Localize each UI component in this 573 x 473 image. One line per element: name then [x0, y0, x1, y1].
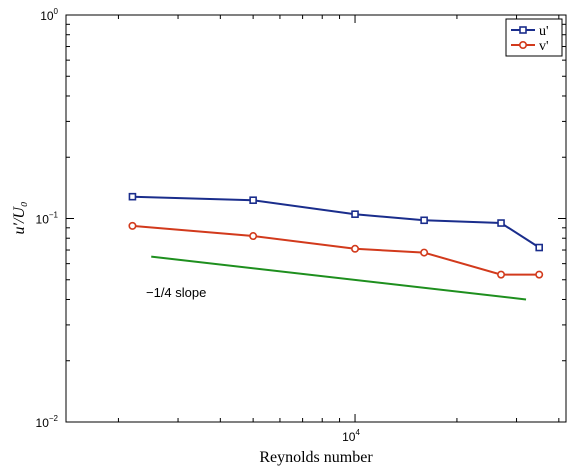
- series-line-1: [132, 195, 540, 249]
- data-point-series-1: [128, 192, 137, 201]
- data-point-series-2: [351, 244, 360, 253]
- series-line-2: [132, 224, 540, 276]
- legend-marker: [518, 40, 527, 49]
- legend-label: u': [539, 24, 549, 39]
- plot-area: [65, 14, 567, 423]
- series-layer: [128, 192, 544, 301]
- legend-marker: [519, 26, 527, 34]
- legend-label: v': [539, 39, 549, 54]
- x-axis-label: Reynolds number: [259, 449, 373, 466]
- data-point-series-2: [535, 270, 544, 279]
- data-point-series-2: [128, 221, 137, 230]
- reference-line: [151, 255, 527, 301]
- legend-box: [505, 18, 563, 57]
- data-point-series-2: [249, 232, 258, 241]
- y-tick-label: 10−1: [36, 211, 59, 227]
- x-tick-label: 104: [342, 428, 360, 444]
- data-point-series-1: [351, 210, 359, 218]
- y-tick-label: 10−2: [36, 414, 59, 430]
- slope-annotation: −1/4 slope: [146, 285, 206, 300]
- data-point-series-1: [420, 216, 428, 225]
- data-point-series-1: [535, 243, 543, 252]
- legend: u'v': [505, 18, 563, 57]
- data-point-series-1: [497, 219, 505, 227]
- y-tick-label: 100: [40, 7, 58, 23]
- y-axis-label: u′/U₀: [11, 201, 28, 234]
- data-point-series-1: [249, 196, 257, 205]
- data-point-series-2: [497, 270, 506, 279]
- data-point-series-2: [420, 248, 429, 257]
